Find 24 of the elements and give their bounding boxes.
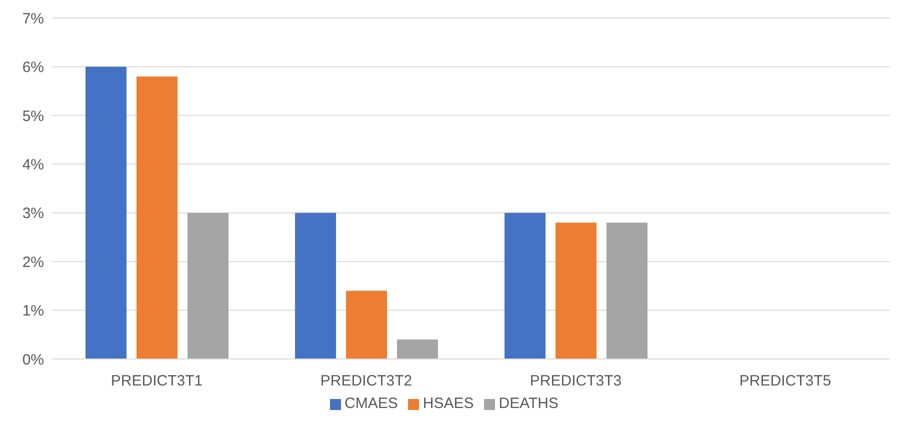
x-tick-label: PREDICT3T2 <box>320 372 412 390</box>
bar <box>188 212 229 359</box>
legend-label: CMAES <box>344 395 398 412</box>
bar <box>397 340 438 359</box>
x-tick-label: PREDICT3T3 <box>530 372 622 390</box>
bar <box>136 76 178 359</box>
bar <box>346 290 388 359</box>
y-tick-label: 2% <box>22 254 44 271</box>
y-tick-label: 0% <box>22 351 44 368</box>
legend-label: DEATHS <box>498 395 558 412</box>
y-tick-label: 6% <box>22 59 44 76</box>
y-tick-label: 5% <box>22 108 44 125</box>
bar <box>295 212 336 359</box>
x-tick-label: PREDICT3T5 <box>739 372 832 390</box>
x-tick-label: PREDICT3T1 <box>110 372 203 390</box>
y-tick-label: 7% <box>22 10 44 28</box>
legend-label: HSAES <box>422 395 474 412</box>
y-tick-label: 1% <box>22 302 44 320</box>
y-tick-label: 4% <box>22 156 44 174</box>
bar <box>504 212 546 359</box>
y-tick-label: 3% <box>22 205 44 222</box>
bar <box>556 222 597 359</box>
bar <box>606 222 648 359</box>
bar <box>86 66 127 359</box>
